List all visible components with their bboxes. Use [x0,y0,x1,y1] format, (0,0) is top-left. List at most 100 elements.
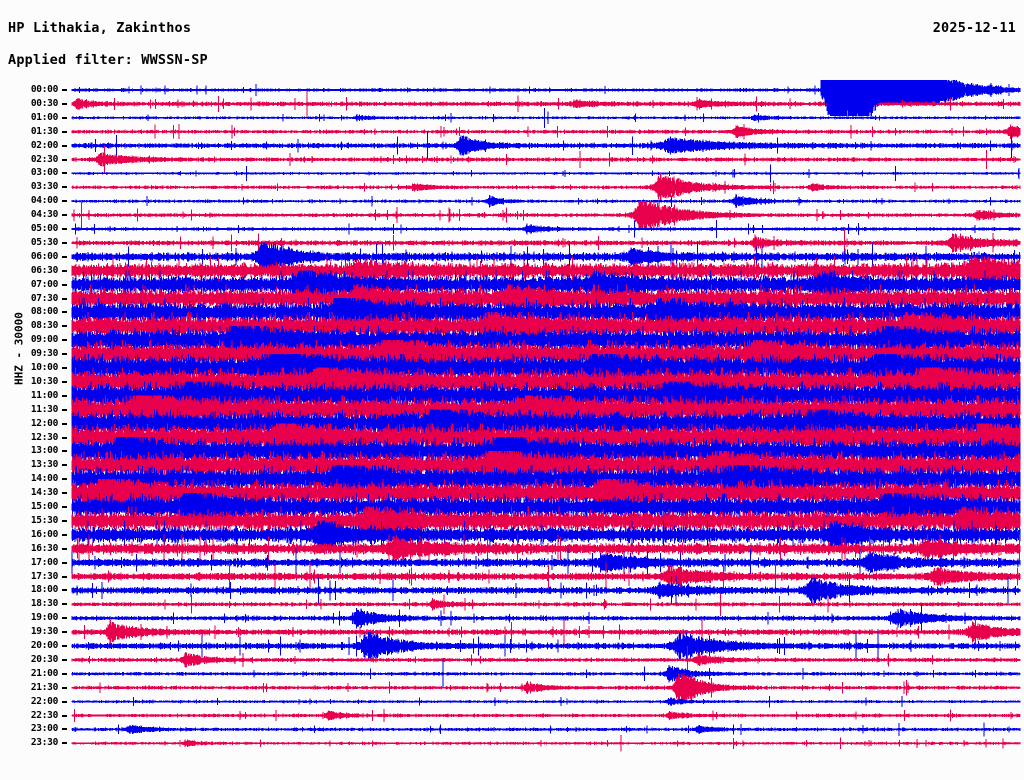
axis-tick [62,436,67,439]
axis-tick [62,269,67,272]
trace-row-1600 [71,520,1021,549]
trace-row-2030 [71,646,1021,674]
axis-tick [62,506,67,508]
time-label-2300: 23:00 [30,723,58,735]
time-label-1630: 16:30 [30,542,58,554]
axis-tick [62,186,67,189]
axis-tick [62,519,67,522]
time-label-0800: 08:00 [30,306,58,318]
time-label-2130: 21:30 [30,681,58,693]
time-label-1930: 19:30 [30,626,58,638]
axis-tick [62,158,67,161]
axis-tick [62,200,67,203]
axis-tick [62,533,67,536]
time-label-0630: 06:30 [30,264,58,276]
axis-tick [62,589,67,592]
axis-tick [62,325,67,328]
time-label-2230: 22:30 [30,709,58,721]
trace-row-1830 [71,592,1021,616]
axis-tick [62,394,67,397]
axis-tick [62,408,67,411]
trace-row-1000 [71,353,1021,383]
time-label-0230: 02:30 [30,153,58,165]
trace-row-2130 [71,673,1021,702]
time-label-1100: 11:00 [30,389,58,401]
trace-row-2100 [71,659,1021,688]
trace-row-2230 [71,708,1021,723]
time-label-0030: 00:30 [30,97,58,109]
trace-row-1630 [71,534,1021,563]
time-label-0300: 03:00 [30,167,58,179]
trace-row-2330 [71,735,1021,752]
axis-tick [62,255,67,258]
axis-tick [62,575,67,578]
record-date: 2025-12-11 [932,20,1016,36]
axis-tick [62,353,67,356]
time-label-0500: 05:00 [30,223,58,234]
axis-tick [62,686,67,689]
time-label-0730: 07:30 [30,292,58,304]
time-label-1700: 17:00 [30,556,58,568]
time-label-0930: 09:30 [30,348,58,360]
axis-tick [62,422,67,425]
axis-tick [62,297,67,300]
time-label-0530: 05:30 [30,236,58,248]
axis-tick [62,380,67,383]
time-label-1800: 18:00 [30,584,58,596]
time-label-0200: 02:00 [30,139,58,151]
trace-row-0400 [71,194,1021,209]
time-label-0830: 08:30 [30,320,58,332]
axis-tick [62,645,67,647]
axis-tick [62,311,67,314]
time-label-1030: 10:30 [30,375,58,387]
time-label-0100: 01:00 [30,111,58,123]
trace-row-0430 [71,200,1021,230]
time-label-0000: 00:00 [30,84,58,95]
time-label-0400: 04:00 [30,195,58,207]
axis-tick [62,658,67,661]
helicorder-plot: 00:00 00:30 01:00 01:30 02:00 02:30 03:00 03:30… [0,80,1024,770]
trace-row-2000 [71,631,1021,661]
trace-row-0900 [71,326,1021,355]
axis-tick [62,172,67,175]
axis-tick [62,672,67,675]
trace-row-0730 [71,284,1021,313]
axis-tick [62,144,67,147]
time-label-1430: 14:30 [30,487,58,499]
trace-row-0500 [71,220,1021,238]
time-label-1830: 18:30 [30,598,58,610]
time-label-0900: 09:00 [30,334,58,346]
trace-row-1500 [71,492,1021,522]
page-title: HP Lithakia, Zakinthos [8,20,192,36]
axis-tick [62,492,67,495]
time-label-1300: 13:00 [30,445,58,457]
axis-tick [62,700,67,703]
time-label-0130: 01:30 [30,125,58,137]
axis-tick [62,728,67,731]
axis-tick [62,464,67,467]
time-label-1330: 13:30 [30,459,58,471]
major-event-marker [820,80,893,116]
time-label-1730: 17:30 [30,570,58,582]
axis-tick [62,547,67,550]
time-label-0330: 03:30 [30,181,58,193]
axis-tick [62,450,67,453]
trace-row-1400 [71,465,1021,494]
applied-filter-label: Applied filter: WWSSN-SP [8,52,208,68]
trace-row-0330 [71,173,1021,202]
axis-tick [62,102,67,105]
time-label-2000: 20:00 [30,640,58,651]
trace-row-0130 [71,123,1021,140]
time-label-1900: 19:00 [30,612,58,624]
time-label-1530: 15:30 [30,514,58,526]
time-label-0700: 07:00 [30,278,58,290]
trace-row-1330 [71,451,1021,480]
seismogram-traces [71,80,1021,752]
trace-row-1930 [71,618,1021,647]
time-label-1000: 10:00 [30,362,58,373]
time-label-1130: 11:30 [30,403,58,415]
axis-tick [62,116,67,119]
trace-row-0300 [71,164,1021,183]
trace-row-1900 [71,604,1021,633]
